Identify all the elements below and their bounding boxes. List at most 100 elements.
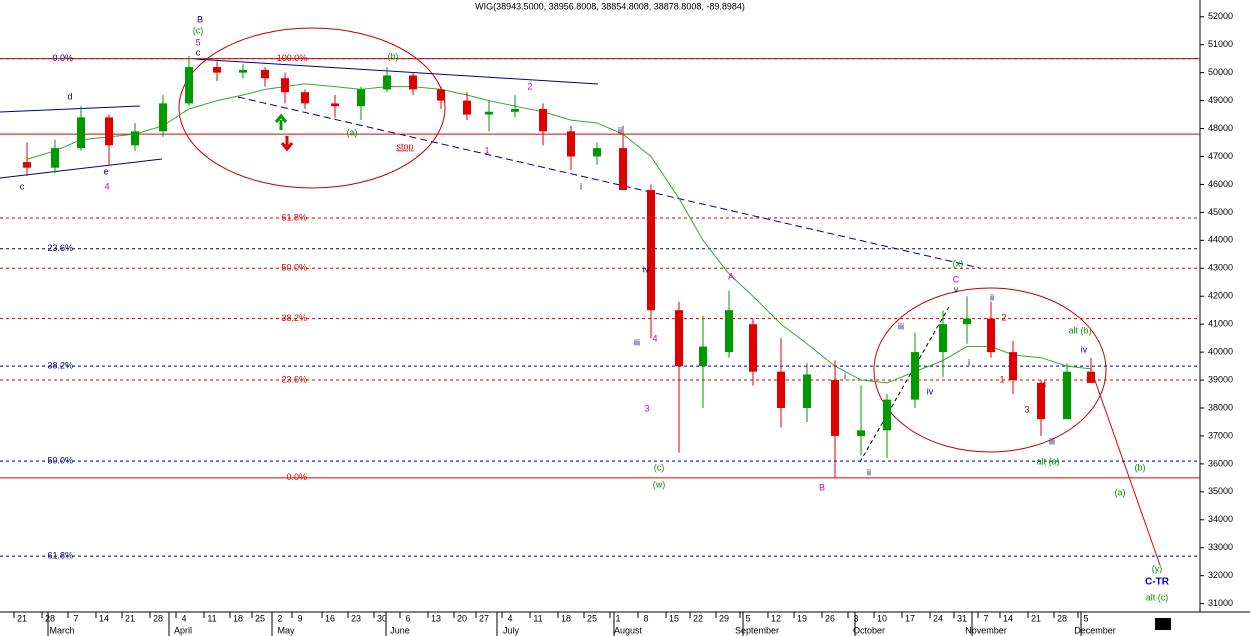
x-tick-label: 18 — [561, 613, 571, 623]
wave-label: stop — [396, 141, 413, 151]
candle-body — [105, 117, 113, 146]
wave-label: alt (a) — [1036, 456, 1059, 466]
candle-body — [857, 430, 865, 436]
wave-label: i — [580, 181, 582, 191]
wave-label: c — [20, 181, 25, 191]
candle-body — [383, 75, 391, 90]
candle-body — [963, 318, 971, 325]
candle-body — [911, 352, 919, 400]
fib-label: 38.2% — [281, 313, 307, 323]
x-tick-label: 28 — [45, 613, 55, 623]
candle-body — [409, 75, 417, 90]
candle-body — [281, 78, 289, 93]
candle-body — [485, 111, 493, 115]
wave-label: e — [103, 166, 108, 176]
candle-body — [331, 103, 339, 107]
x-tick-label: 20 — [457, 613, 467, 623]
wave-label: 2 — [527, 81, 532, 91]
wave-label: (a) — [347, 127, 358, 137]
wave-label: 5 — [195, 37, 200, 47]
x-tick-label: 30 — [377, 613, 387, 623]
fib-label: 61.8% — [47, 550, 73, 560]
fib-label: 50.0% — [281, 263, 307, 273]
chart-title: WIG(38943.5000, 38956.8008, 38854.8008, … — [475, 1, 745, 11]
x-tick-label: 14 — [99, 613, 109, 623]
wave-label: A — [728, 271, 734, 281]
wave-label: alt (c) — [1146, 592, 1169, 602]
y-tick-label: 51000 — [1208, 39, 1233, 49]
month-label: March — [49, 625, 74, 635]
y-tick-label: 31000 — [1208, 598, 1233, 608]
x-tick-label: 17 — [905, 613, 915, 623]
x-tick-label: 19 — [797, 613, 807, 623]
candle-body — [213, 67, 221, 73]
candle-body — [699, 346, 707, 367]
candle-body — [51, 148, 59, 168]
trendline — [0, 105, 141, 113]
wave-label: 4 — [652, 333, 657, 343]
fib-label: 23.6% — [281, 374, 307, 384]
x-tick-label: 12 — [771, 613, 781, 623]
y-tick-label: 32000 — [1208, 570, 1233, 580]
trendline — [859, 304, 951, 463]
fib-label: 61.8% — [281, 212, 307, 222]
y-tick-label: 44000 — [1208, 235, 1233, 245]
x-tick-label: 8 — [643, 613, 648, 623]
candle-body — [357, 89, 365, 107]
candle-body — [185, 67, 193, 104]
x-tick-label: 25 — [587, 613, 597, 623]
wave-label: ii — [990, 292, 994, 302]
x-tick-label: 14 — [1003, 613, 1013, 623]
month-label: April — [174, 625, 192, 635]
candle-body — [131, 131, 139, 146]
month-label: October — [853, 625, 885, 635]
wave-label: ii — [867, 467, 871, 477]
candle-body — [619, 148, 627, 191]
y-tick-label: 46000 — [1208, 179, 1233, 189]
candle-body — [939, 324, 947, 353]
y-tick-label: 37000 — [1208, 430, 1233, 440]
fib-label: 100.0% — [277, 53, 308, 63]
wave-label: (c) — [654, 462, 665, 472]
x-tick-label: 22 — [693, 613, 703, 623]
candle-body — [23, 162, 31, 168]
wave-label: iv — [643, 264, 650, 274]
candle-body — [987, 318, 995, 353]
x-tick-label: 23 — [351, 613, 361, 623]
y-tick-label: 33000 — [1208, 542, 1233, 552]
candle-body — [437, 89, 445, 101]
ellipse — [178, 27, 446, 189]
fib-label: 0.0% — [286, 472, 307, 482]
wave-label: (y) — [1152, 563, 1163, 573]
x-tick-label: 21 — [125, 613, 135, 623]
wave-label: c — [196, 47, 201, 57]
wave-label: d — [67, 91, 72, 101]
x-tick-label: 3 — [853, 613, 858, 623]
y-tick-label: 42000 — [1208, 291, 1233, 301]
x-tick-label: 26 — [825, 613, 835, 623]
y-tick-label: 49000 — [1208, 95, 1233, 105]
candle-body — [301, 92, 309, 104]
projection — [1091, 371, 1161, 566]
x-tick-label: 15 — [669, 613, 679, 623]
x-tick-label: 6 — [405, 613, 410, 623]
month-label: June — [390, 625, 410, 635]
y-tick-label: 41000 — [1208, 319, 1233, 329]
wave-label: 3 — [1024, 404, 1029, 414]
y-tick-label: 52000 — [1208, 11, 1233, 21]
x-tick-label: 11 — [533, 613, 542, 623]
candle-body — [749, 324, 757, 372]
x-tick-label: 28 — [153, 613, 163, 623]
y-tick-label: 35000 — [1208, 486, 1233, 496]
candle-body — [239, 69, 247, 73]
month-label: November — [965, 625, 1007, 635]
candle-body — [593, 148, 601, 157]
drawings — [0, 27, 1161, 566]
wave-label: iv — [1081, 344, 1088, 354]
x-tick-label: 28 — [1057, 613, 1067, 623]
wave-label: (w) — [653, 479, 666, 489]
wave-label: 4 — [104, 181, 109, 191]
wave-label: iii — [898, 321, 904, 331]
